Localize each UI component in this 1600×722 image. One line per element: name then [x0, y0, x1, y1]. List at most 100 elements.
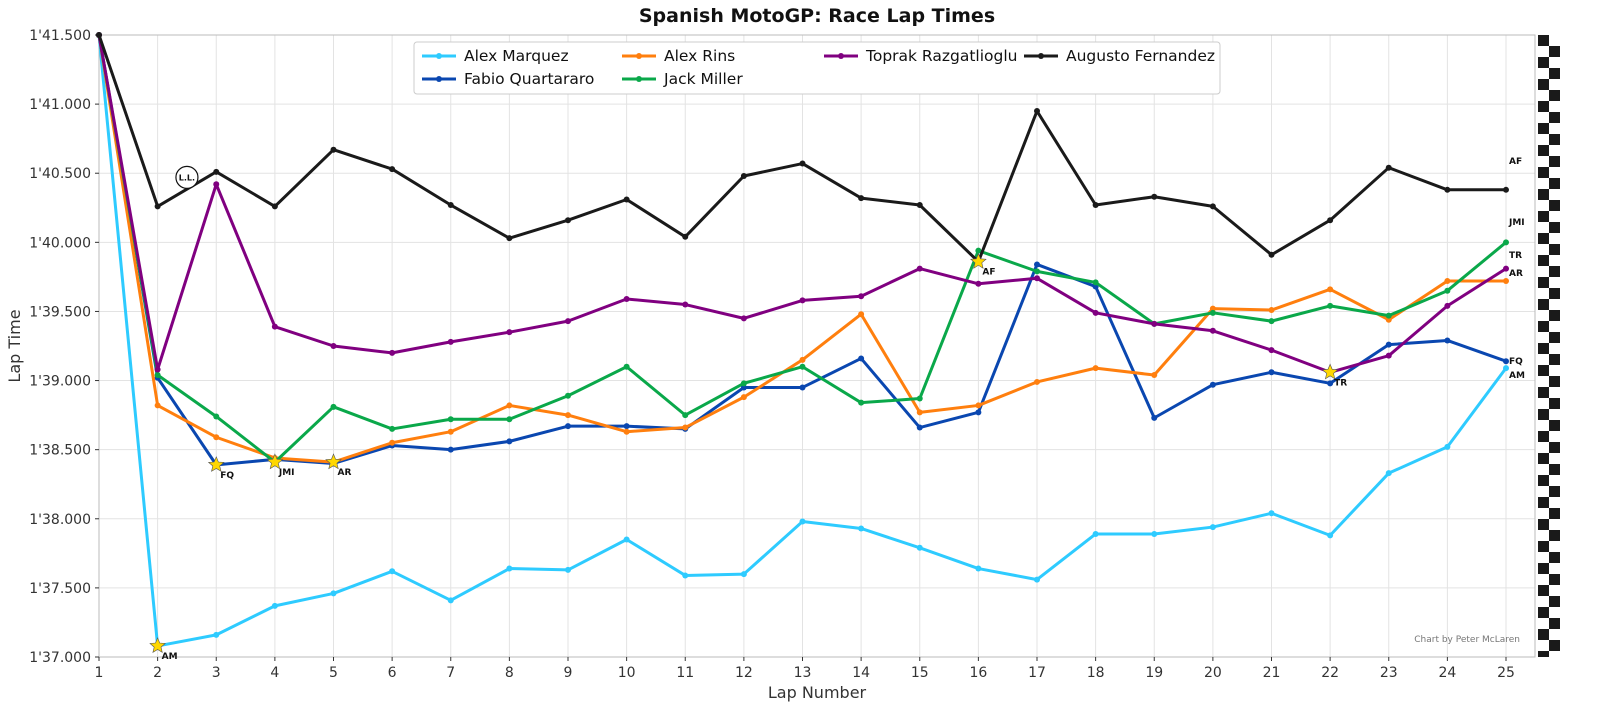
legend-marker: [1038, 53, 1044, 59]
flag-square: [1549, 145, 1560, 156]
plot-frame: [98, 34, 1536, 658]
data-point: [1385, 341, 1392, 348]
flag-square: [1549, 68, 1560, 79]
data-point: [623, 428, 630, 435]
data-point: [1092, 530, 1099, 537]
data-point: [330, 403, 337, 410]
data-point: [447, 338, 454, 345]
legend-entry: Alex Marquez: [464, 47, 569, 65]
flag-square: [1549, 442, 1560, 453]
data-point: [1151, 414, 1158, 421]
flag-square: [1549, 343, 1560, 354]
flag-square: [1538, 376, 1549, 387]
data-point: [447, 428, 454, 435]
best-lap-label: AF: [982, 268, 995, 278]
flag-square: [1549, 530, 1560, 541]
flag-square: [1549, 453, 1560, 464]
data-point: [799, 356, 806, 363]
y-tick-label: 1'38.500: [29, 443, 91, 459]
flag-square: [1538, 156, 1549, 167]
end-label: FQ: [1509, 357, 1523, 367]
data-point: [1503, 265, 1509, 272]
data-point: [330, 146, 337, 153]
data-point: [330, 590, 337, 597]
data-point: [1503, 358, 1509, 365]
data-point: [858, 311, 865, 318]
data-point: [1209, 305, 1216, 312]
flag-square: [1549, 332, 1560, 343]
data-point: [1034, 275, 1040, 282]
flag-square: [1538, 68, 1549, 79]
data-point: [213, 434, 220, 441]
y-tick-label: 1'39.000: [29, 374, 91, 390]
data-point: [1268, 251, 1275, 258]
flag-square: [1549, 288, 1560, 299]
data-point: [1503, 278, 1509, 285]
checkered-flag-icon: [1538, 35, 1560, 657]
data-point: [858, 399, 865, 406]
best-lap-star-icon: [149, 637, 166, 654]
y-tick-label: 1'37.000: [29, 650, 91, 666]
data-point: [682, 572, 689, 579]
data-point: [682, 412, 689, 419]
data-point: [740, 384, 747, 391]
data-point: [916, 395, 923, 402]
flag-square: [1538, 486, 1549, 497]
flag-square: [1549, 376, 1560, 387]
flag-square: [1538, 343, 1549, 354]
data-point: [1034, 108, 1040, 115]
x-tick-label: 19: [1145, 665, 1163, 681]
data-point: [1503, 365, 1509, 372]
series-lines: [96, 32, 1509, 649]
x-tick-label: 6: [388, 665, 397, 681]
annotations: L.L.: [175, 165, 199, 189]
flag-square: [1549, 431, 1560, 442]
flag-square: [1549, 541, 1560, 552]
flag-square: [1549, 211, 1560, 222]
data-point: [213, 181, 220, 188]
best-lap-label: FQ: [220, 471, 234, 481]
data-point: [565, 423, 571, 430]
flag-square: [1549, 299, 1560, 310]
data-point: [975, 565, 982, 572]
flag-square: [1538, 211, 1549, 222]
flag-square: [1538, 530, 1549, 541]
data-point: [506, 416, 513, 423]
flag-square: [1549, 167, 1560, 178]
data-point: [1268, 347, 1275, 354]
best-lap-star-icon: [970, 252, 987, 269]
flag-square: [1549, 552, 1560, 563]
x-tick-label: 20: [1204, 665, 1222, 681]
flag-square: [1549, 57, 1560, 68]
data-point: [740, 571, 747, 578]
flag-square: [1549, 90, 1560, 101]
chart-title: Spanish MotoGP: Race Lap Times: [639, 5, 995, 27]
data-point: [565, 318, 571, 325]
grid: [98, 34, 1535, 658]
data-point: [623, 423, 630, 430]
data-point: [858, 355, 865, 362]
data-point: [154, 203, 161, 210]
data-point: [858, 293, 865, 300]
flag-square: [1549, 585, 1560, 596]
data-point: [916, 544, 923, 551]
flag-square: [1549, 387, 1560, 398]
data-point: [1268, 369, 1275, 376]
flag-square: [1549, 189, 1560, 200]
data-point: [447, 202, 454, 209]
flag-square: [1538, 453, 1549, 464]
flag-square: [1538, 607, 1549, 618]
flag-square: [1549, 310, 1560, 321]
flag-square: [1549, 354, 1560, 365]
x-tick-label: 14: [852, 665, 870, 681]
flag-square: [1538, 398, 1549, 409]
legend-marker: [436, 76, 442, 82]
data-point: [447, 416, 454, 423]
flag-square: [1538, 90, 1549, 101]
flag-square: [1549, 563, 1560, 574]
legend-marker: [636, 76, 642, 82]
data-point: [1444, 278, 1451, 285]
flag-square: [1538, 277, 1549, 288]
data-point: [975, 409, 982, 416]
